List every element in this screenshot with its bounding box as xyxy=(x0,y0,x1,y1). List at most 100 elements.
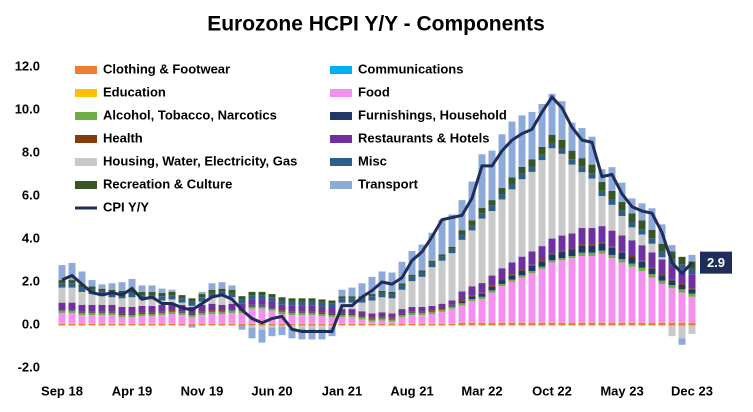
bar-segment xyxy=(448,246,456,249)
bar-segment xyxy=(108,323,116,325)
bar-segment xyxy=(188,315,196,318)
bar-segment xyxy=(608,204,616,231)
bar-segment xyxy=(568,233,576,249)
bar-segment xyxy=(98,312,106,313)
bar-segment xyxy=(618,259,626,263)
bar-segment xyxy=(498,188,506,195)
bar-segment xyxy=(588,173,596,179)
bar-segment xyxy=(188,323,196,325)
bar-segment xyxy=(358,317,366,320)
legend-swatch xyxy=(75,89,97,97)
bar-segment xyxy=(108,312,116,316)
bar-segment xyxy=(78,315,86,324)
bar-segment xyxy=(678,325,686,339)
bar-segment xyxy=(478,208,486,214)
bar-segment xyxy=(258,295,266,300)
bar-segment xyxy=(58,283,66,288)
bar-segment xyxy=(588,245,596,253)
bar-segment xyxy=(328,300,336,304)
bar-segment xyxy=(648,252,656,268)
bar-segment xyxy=(448,214,456,247)
bar-segment xyxy=(458,300,466,302)
bar-segment xyxy=(478,296,486,299)
bar-segment xyxy=(338,289,346,297)
bar-segment xyxy=(108,315,116,324)
bar-segment xyxy=(678,292,686,323)
bar-segment xyxy=(548,238,556,254)
bar-segment xyxy=(488,292,496,323)
bar-segment xyxy=(568,159,576,165)
bar-segment xyxy=(568,255,576,259)
bar-segment xyxy=(358,311,366,316)
bar-segment xyxy=(58,323,66,325)
bar-segment xyxy=(398,313,406,315)
bar-segment xyxy=(428,267,436,306)
bar-segment xyxy=(688,296,696,323)
bar-segment xyxy=(308,315,316,324)
bar-segment xyxy=(548,93,556,135)
bar-segment xyxy=(498,278,506,281)
bar-segment xyxy=(358,298,366,303)
bar-segment xyxy=(128,313,136,315)
bar-segment xyxy=(288,315,296,324)
bar-segment xyxy=(528,111,536,160)
legend-label: Housing, Water, Electricity, Gas xyxy=(103,153,297,168)
bar-segment xyxy=(548,134,556,143)
bar-segment xyxy=(668,245,676,252)
bar-segment xyxy=(608,230,616,247)
value-label: 2.9 xyxy=(707,255,725,270)
bar-segment xyxy=(368,321,376,324)
bar-segment xyxy=(418,312,426,316)
bar-segment xyxy=(218,310,226,312)
bar-segment xyxy=(498,268,506,279)
bar-segment xyxy=(408,315,416,324)
legend-label: Health xyxy=(103,130,143,145)
bar-segment xyxy=(198,311,206,313)
bar-segment xyxy=(598,196,606,227)
bar-segment xyxy=(638,260,646,262)
bar-segment xyxy=(498,280,506,284)
bar-segment xyxy=(588,164,596,174)
bar-segment xyxy=(608,199,616,205)
bar-segment xyxy=(488,285,496,287)
bar-segment xyxy=(278,311,286,312)
bar-segment xyxy=(388,318,396,320)
bar-segment xyxy=(588,178,596,229)
bar-segment xyxy=(648,277,656,323)
bar-segment xyxy=(618,251,626,253)
bar-segment xyxy=(388,317,396,319)
y-tick-label: 8.0 xyxy=(22,144,40,159)
bar-segment xyxy=(298,312,306,316)
bar-segment xyxy=(558,322,566,325)
bar-segment xyxy=(668,285,676,289)
bar-segment xyxy=(558,250,566,252)
bar-segment xyxy=(158,315,166,324)
bar-segment xyxy=(188,298,196,302)
bar-segment xyxy=(88,304,96,312)
bar-segment xyxy=(468,322,476,325)
bar-segment xyxy=(258,291,266,296)
bar-segment xyxy=(368,313,376,318)
bar-segment xyxy=(618,202,626,211)
bar-segment xyxy=(498,286,506,323)
x-tick-label: Jan 21 xyxy=(322,383,362,398)
bar-segment xyxy=(378,317,386,319)
bar-segment xyxy=(548,260,556,263)
bar-segment xyxy=(308,328,316,340)
bar-segment xyxy=(518,256,526,270)
bar-segment xyxy=(138,316,146,324)
bar-segment xyxy=(158,312,166,313)
bar-segment xyxy=(648,243,656,253)
bar-segment xyxy=(58,310,66,311)
bar-segment xyxy=(68,310,76,313)
bar-segment xyxy=(218,314,226,324)
bar-segment xyxy=(258,304,266,306)
bar-segment xyxy=(398,289,406,310)
bar-segment xyxy=(608,167,616,191)
bar-segment xyxy=(348,323,356,325)
bar-segment xyxy=(378,320,386,324)
bar-segment xyxy=(68,309,76,311)
bar-segment xyxy=(218,282,226,289)
legend-label: Clothing & Footwear xyxy=(103,61,230,76)
bar-segment xyxy=(278,326,286,336)
